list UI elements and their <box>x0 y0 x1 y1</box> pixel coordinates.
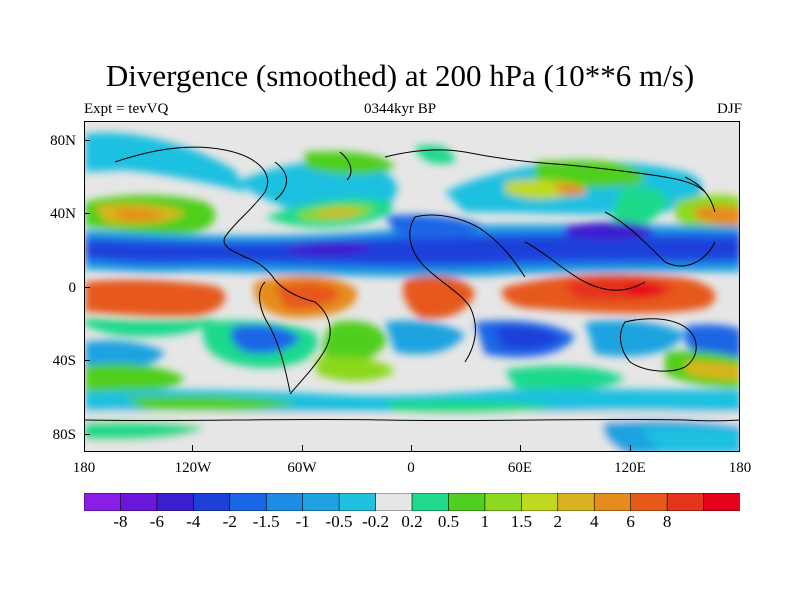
colorbar-label: 2 <box>553 512 563 531</box>
colorbar-label: 0.5 <box>437 512 460 531</box>
lon-label: 180 <box>728 460 752 476</box>
colorbar-swatch <box>557 493 595 511</box>
time-label: 0344kyr BP <box>363 101 437 117</box>
colorbar-label: -8 <box>113 512 128 531</box>
colorbar-swatch <box>84 493 122 511</box>
y-tick <box>84 140 90 141</box>
divergence-field <box>85 122 739 451</box>
x-tick <box>192 445 193 451</box>
colorbar-label: 6 <box>626 512 635 531</box>
y-tick <box>84 213 90 214</box>
colorbar-swatch <box>338 493 377 511</box>
x-tick <box>630 445 631 451</box>
experiment-label: Expt = tevVQ <box>84 101 169 117</box>
lat-label: 40N <box>50 206 76 222</box>
colorbar-swatch <box>448 493 486 511</box>
colorbar-swatch <box>193 493 231 511</box>
season-label: DJF <box>716 101 742 117</box>
map-panel <box>84 121 740 452</box>
colorbar-swatch <box>703 493 740 511</box>
x-tick <box>302 445 303 451</box>
x-tick <box>520 445 521 451</box>
colorbar-label: -1.5 <box>252 512 280 531</box>
colorbar-label: -1 <box>295 512 310 531</box>
map-title: Divergence (smoothed) at 200 hPa (10**6 … <box>105 58 695 93</box>
colorbar-swatches <box>84 493 740 511</box>
lon-label: 120E <box>614 460 646 476</box>
colorbar-swatch <box>375 493 413 511</box>
colorbar-swatch <box>411 493 450 511</box>
lat-label: 40S <box>52 353 76 369</box>
colorbar-swatch <box>265 493 304 511</box>
x-tick <box>411 445 412 451</box>
colorbar-label: 4 <box>589 512 599 531</box>
lat-label: 80N <box>50 133 76 149</box>
colorbar <box>84 493 740 511</box>
lat-label: 80S <box>52 427 76 443</box>
lat-label: 0 <box>68 280 77 296</box>
lon-label: 0 <box>407 460 415 476</box>
colorbar-label: 8 <box>662 512 672 531</box>
colorbar-swatch <box>484 493 523 511</box>
y-tick <box>84 434 90 435</box>
colorbar-swatch <box>666 493 705 511</box>
colorbar-swatch <box>229 493 267 511</box>
lon-label: 60E <box>507 460 533 476</box>
colorbar-swatch <box>630 493 668 511</box>
colorbar-label: -0.5 <box>325 512 353 531</box>
colorbar-label: -6 <box>149 512 164 531</box>
colorbar-swatch <box>521 493 559 511</box>
colorbar-swatch <box>593 493 632 511</box>
colorbar-swatch <box>156 493 195 511</box>
colorbar-label: 0.2 <box>401 512 423 531</box>
colorbar-label: 1 <box>480 512 490 531</box>
colorbar-label: -2 <box>222 512 237 531</box>
y-tick <box>84 360 90 361</box>
y-tick <box>84 287 90 288</box>
lon-label: 180 <box>72 460 96 476</box>
colorbar-swatch <box>120 493 158 511</box>
colorbar-label: -4 <box>186 512 201 531</box>
lon-label: 60W <box>287 460 317 476</box>
lon-label: 120W <box>174 460 212 476</box>
colorbar-label: 1.5 <box>510 512 532 531</box>
colorbar-swatch <box>302 493 340 511</box>
colorbar-label: -0.2 <box>362 512 389 531</box>
